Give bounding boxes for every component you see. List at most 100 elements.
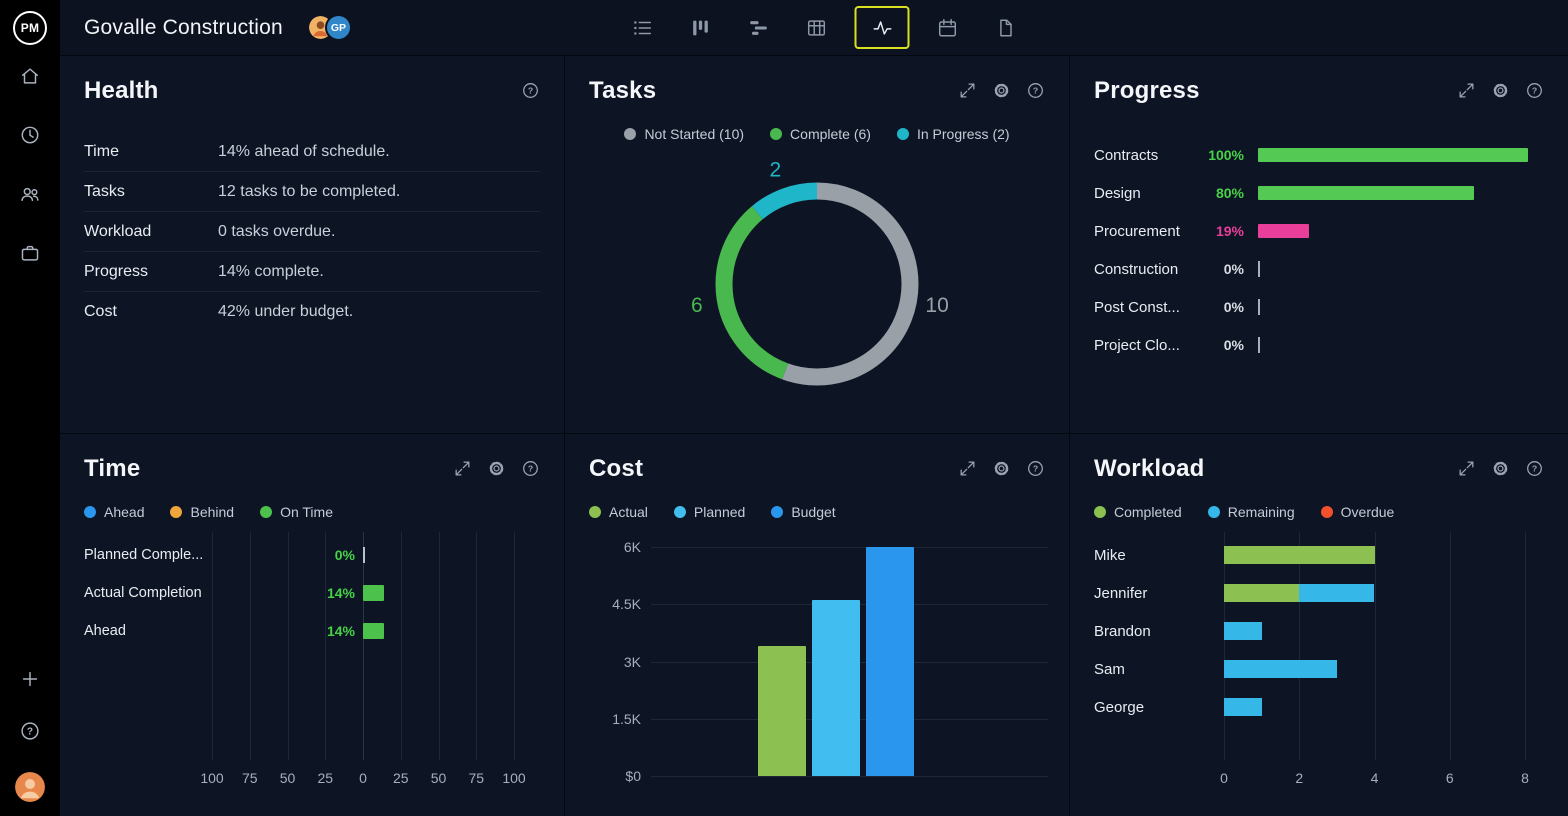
progress-row: Contracts 100% — [1094, 136, 1544, 174]
expand-icon[interactable] — [1457, 81, 1476, 100]
axis-tick-label: 6 — [1445, 770, 1454, 786]
help-icon[interactable]: ? — [1026, 459, 1045, 478]
help-icon[interactable]: ? — [521, 81, 540, 100]
cost-legend: Actual Planned Budget — [589, 504, 1045, 520]
workload-completed-bar[interactable] — [1224, 546, 1375, 564]
legend-item[interactable]: On Time — [260, 504, 333, 520]
progress-zero-tick — [1258, 261, 1260, 277]
task-list-view-icon[interactable] — [632, 17, 654, 39]
donut-value-label: 6 — [691, 294, 703, 317]
dashboard-view-icon — [871, 17, 893, 39]
progress-bar[interactable] — [1258, 186, 1474, 200]
progress-bar[interactable] — [1258, 148, 1528, 162]
timesheet-icon[interactable] — [19, 124, 41, 146]
help-icon[interactable]: ? — [1026, 81, 1045, 100]
legend-dot — [1094, 506, 1106, 518]
report-view-icon[interactable] — [995, 17, 1017, 39]
member-avatars: GP — [306, 14, 352, 41]
portfolio-icon[interactable] — [19, 242, 41, 264]
workload-remaining-bar[interactable] — [1299, 584, 1374, 602]
progress-chart: Contracts 100% Design 80% Procurement 19… — [1094, 136, 1544, 364]
workload-remaining-bar[interactable] — [1224, 622, 1262, 640]
help-icon[interactable]: ? — [1525, 459, 1544, 478]
workload-completed-bar[interactable] — [1224, 584, 1299, 602]
legend-item[interactable]: Actual — [589, 504, 648, 520]
user-avatar[interactable] — [15, 772, 45, 802]
health-metric-label: Workload — [84, 222, 152, 240]
settings-icon[interactable] — [1491, 81, 1510, 100]
cost-bar-budget[interactable] — [866, 547, 914, 776]
help-icon[interactable]: ? — [19, 720, 41, 742]
workload-remaining-bar[interactable] — [1224, 660, 1337, 678]
workload-row: Jennifer — [1094, 574, 1544, 612]
cost-plot-area — [651, 547, 1048, 777]
legend-item[interactable]: Overdue — [1320, 504, 1395, 520]
donut-value-label: 10 — [925, 294, 948, 317]
workload-axis: 0 2 4 6 8 — [1220, 770, 1529, 788]
workload-bars — [1224, 546, 1525, 564]
legend-dot — [260, 506, 273, 518]
help-icon[interactable]: ? — [521, 459, 540, 478]
health-metric-label: Progress — [84, 262, 149, 280]
expand-icon[interactable] — [958, 81, 977, 100]
add-icon[interactable] — [19, 668, 41, 690]
progress-percent: 100% — [1208, 147, 1244, 163]
gantt-view-icon[interactable] — [748, 17, 770, 39]
axis-tick-label: 75 — [468, 770, 485, 786]
workload-row: Brandon — [1094, 612, 1544, 650]
calendar-view-icon[interactable] — [937, 17, 959, 39]
legend-item[interactable]: Planned — [673, 504, 745, 520]
legend-item[interactable]: Complete (6) — [770, 126, 871, 142]
axis-tick-label: 0 — [1220, 770, 1228, 786]
legend-label: Actual — [609, 504, 648, 520]
donut-segment[interactable] — [715, 182, 919, 386]
legend-dot — [896, 128, 909, 140]
home-icon[interactable] — [19, 65, 41, 87]
progress-track — [1258, 299, 1544, 315]
legend-item[interactable]: In Progress (2) — [896, 126, 1010, 142]
legend-label: Overdue — [1340, 504, 1395, 520]
svg-text:?: ? — [528, 86, 533, 96]
workload-person-label: George — [1094, 698, 1145, 716]
workload-remaining-bar[interactable] — [1224, 698, 1262, 716]
dashboard-view-active[interactable] — [854, 6, 910, 49]
progress-row: Procurement 19% — [1094, 212, 1544, 250]
legend-item[interactable]: Remaining — [1207, 504, 1295, 520]
workload-bars — [1224, 660, 1525, 678]
cost-bar-actual[interactable] — [758, 646, 806, 776]
health-row: Time 14% ahead of schedule. — [84, 132, 540, 172]
time-row: Actual Completion 14% — [84, 574, 540, 612]
donut-segment[interactable] — [715, 182, 919, 386]
legend-label: Budget — [791, 504, 836, 520]
time-bar[interactable] — [363, 585, 384, 601]
settings-icon[interactable] — [992, 81, 1011, 100]
progress-track — [1258, 185, 1544, 201]
health-row: Workload 0 tasks overdue. — [84, 212, 540, 252]
app-logo[interactable]: PM — [2, 0, 58, 56]
health-metric-label: Cost — [84, 303, 117, 320]
dashboard-grid: Health ? Time 14% ahead of schedule. Tas… — [60, 56, 1568, 816]
workload-person-label: Mike — [1094, 546, 1126, 564]
panel-title: Progress — [1094, 77, 1200, 104]
topbar: Govalle Construction GP — [60, 0, 1568, 56]
legend-item[interactable]: Ahead — [84, 504, 144, 520]
expand-icon[interactable] — [958, 459, 977, 478]
settings-icon[interactable] — [992, 459, 1011, 478]
legend-dot — [624, 128, 637, 140]
legend-item[interactable]: Budget — [771, 504, 836, 520]
progress-bar[interactable] — [1258, 224, 1309, 238]
expand-icon[interactable] — [453, 459, 472, 478]
team-icon[interactable] — [19, 183, 41, 205]
settings-icon[interactable] — [487, 459, 506, 478]
expand-icon[interactable] — [1457, 459, 1476, 478]
legend-item[interactable]: Behind — [170, 504, 234, 520]
kanban-view-icon[interactable] — [690, 17, 712, 39]
cost-bar-planned[interactable] — [812, 600, 860, 776]
legend-item[interactable]: Completed — [1094, 504, 1182, 520]
settings-icon[interactable] — [1491, 459, 1510, 478]
member-avatar-initials[interactable]: GP — [324, 14, 352, 41]
legend-item[interactable]: Not Started (10) — [624, 126, 744, 142]
time-bar[interactable] — [363, 623, 384, 639]
help-icon[interactable]: ? — [1525, 81, 1544, 100]
sheet-view-icon[interactable] — [806, 17, 828, 39]
